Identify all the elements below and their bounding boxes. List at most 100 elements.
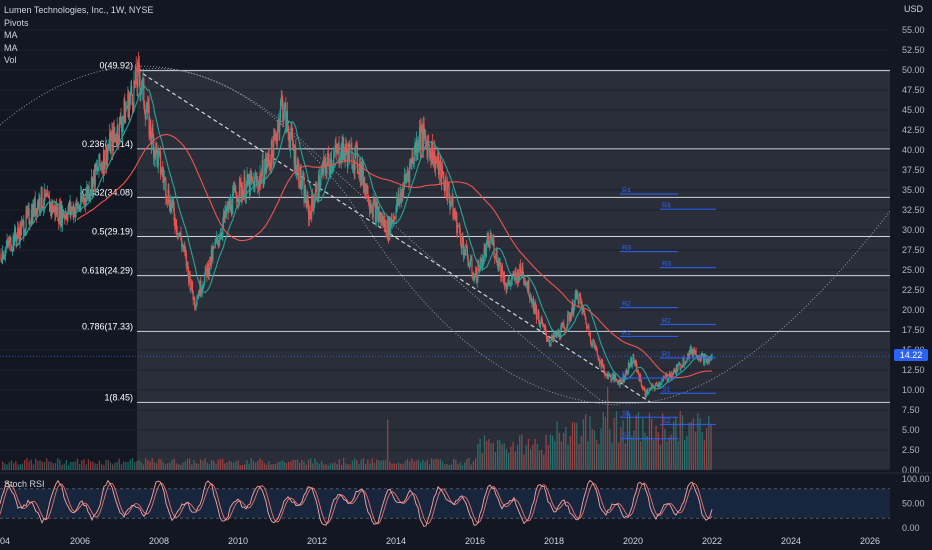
currency-label[interactable]: USD <box>904 4 923 14</box>
volume-bar <box>35 459 36 470</box>
volume-bar <box>598 444 599 470</box>
volume-bar <box>508 453 509 470</box>
volume-bar <box>125 462 126 470</box>
volume-bar <box>134 462 135 470</box>
volume-bar <box>570 436 571 470</box>
price-axis[interactable]: 55.00 52.50 50.00 47.50 45.00 42.50 40.00 37.50… <box>890 0 932 550</box>
volume-bar <box>517 445 518 470</box>
volume-bar <box>171 460 172 470</box>
candle-body <box>196 299 197 305</box>
volume-bar <box>528 439 529 470</box>
volume-bar <box>684 440 685 470</box>
candle-body <box>536 306 537 320</box>
volume-bar <box>402 464 403 470</box>
volume-bar <box>191 464 192 470</box>
candle-body <box>509 280 510 283</box>
volume-bar <box>306 465 307 470</box>
volume-bar <box>64 463 65 470</box>
volume-bar <box>405 461 406 470</box>
volume-bar <box>383 460 384 470</box>
volume-bar <box>343 458 344 470</box>
volume-bar <box>356 460 357 470</box>
candle-body <box>204 275 205 285</box>
volume-bar <box>460 462 461 470</box>
volume-bar <box>165 464 166 470</box>
volume-bar <box>55 463 56 470</box>
oscillator-label[interactable]: Stoch RSI <box>4 479 45 489</box>
candle-body <box>540 324 541 327</box>
volume-bar <box>581 436 582 470</box>
volume-bar <box>367 459 368 470</box>
candle-body <box>425 134 426 141</box>
volume-bar <box>618 443 619 470</box>
legend-title[interactable]: Lumen Technologies, Inc., 1W, NYSE <box>4 4 153 17</box>
volume-bar <box>594 430 595 470</box>
price-tick: 35.00 <box>902 185 925 195</box>
volume-bar <box>609 429 610 470</box>
volume-bar <box>4 463 5 470</box>
volume-bar <box>493 443 494 470</box>
legend-item-ma-2[interactable]: MA <box>4 42 153 55</box>
candle-body <box>205 266 206 269</box>
volume-bar <box>39 460 40 470</box>
volume-bar <box>446 464 447 470</box>
legend-item-vol[interactable]: Vol <box>4 54 153 67</box>
volume-bar <box>264 463 265 470</box>
price-tick: 27.50 <box>902 245 925 255</box>
volume-bar <box>156 463 157 470</box>
candle-body <box>190 273 191 289</box>
legend-item-ma-1[interactable]: MA <box>4 29 153 42</box>
volume-bar <box>468 458 469 470</box>
volume-bar <box>677 441 678 470</box>
volume-bar <box>378 460 379 470</box>
volume-bar <box>277 462 278 470</box>
volume-bar <box>15 461 16 470</box>
volume-bar <box>501 444 502 470</box>
candle-body <box>272 140 273 152</box>
volume-bar <box>321 461 322 470</box>
volume-bar <box>449 465 450 470</box>
chart-legend: Lumen Technologies, Inc., 1W, NYSE Pivot… <box>4 4 153 67</box>
volume-bar <box>563 433 564 470</box>
volume-bar <box>702 432 703 470</box>
volume-bar <box>79 464 80 470</box>
volume-bar <box>680 411 681 470</box>
volume-bar <box>290 462 291 470</box>
stoch-tick: 100.00 <box>902 474 930 484</box>
volume-bar <box>244 464 245 470</box>
time-tick: 2010 <box>228 536 248 546</box>
legend-item-pivots[interactable]: Pivots <box>4 17 153 30</box>
volume-bar <box>308 460 309 470</box>
price-tick: 5.00 <box>902 425 920 435</box>
volume-bar <box>229 461 230 470</box>
pivot-label: R4 <box>662 203 671 210</box>
volume-bar <box>273 464 274 470</box>
volume-bar <box>44 462 45 470</box>
volume-bar <box>673 421 674 470</box>
volume-bar <box>442 462 443 470</box>
volume-bar <box>248 464 249 470</box>
volume-bar <box>633 430 634 470</box>
volume-bar <box>281 460 282 470</box>
candle-body <box>446 180 447 195</box>
price-tick: 45.00 <box>902 105 925 115</box>
volume-bar <box>471 465 472 470</box>
volume-bar <box>13 463 14 470</box>
volume-bar <box>123 462 124 470</box>
volume-bar <box>77 459 78 470</box>
price-tick: 20.00 <box>902 305 925 315</box>
volume-bar <box>284 462 285 470</box>
volume-bar <box>574 422 575 470</box>
volume-bar <box>121 464 122 470</box>
price-tick: 47.50 <box>902 85 925 95</box>
volume-bar <box>255 463 256 470</box>
volume-bar <box>686 436 687 470</box>
volume-bar <box>143 465 144 470</box>
volume-bar <box>638 412 639 470</box>
volume-bar <box>600 428 601 470</box>
pivot-label: R4 <box>622 188 631 195</box>
volume-bar <box>369 463 370 470</box>
volume-bar <box>515 451 516 470</box>
volume-bar <box>693 418 694 470</box>
